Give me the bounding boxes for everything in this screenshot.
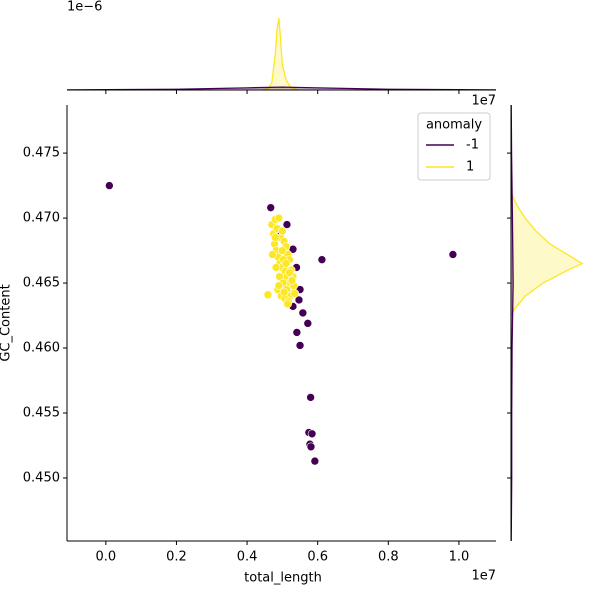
- y-tick-label: 0.460: [23, 341, 60, 356]
- scatter-point: [448, 250, 458, 259]
- right-kde: [510, 104, 514, 542]
- top-y-offset-label: 1e−6: [67, 0, 102, 15]
- scatter-point: [266, 203, 276, 212]
- scatter-point: [271, 233, 280, 242]
- scatter-point: [317, 255, 327, 264]
- x-tick-label: 0.6: [307, 550, 328, 565]
- legend-label: 1: [466, 160, 474, 175]
- right-kde-fill: [511, 192, 583, 316]
- legend-box: [417, 112, 491, 181]
- right-kde: [510, 191, 584, 316]
- x-offset-label: 1e7: [471, 569, 496, 584]
- scatter-point: [292, 328, 302, 337]
- y-tick-label: 0.475: [23, 146, 60, 161]
- x-tick-label: 1.0: [449, 550, 470, 565]
- scatter-point: [282, 220, 292, 229]
- top-kde-fill: [261, 18, 301, 90]
- scatter-point: [281, 259, 291, 268]
- scatter-point: [290, 289, 300, 298]
- scatter-point: [310, 456, 320, 466]
- top-kde-fill: [67, 87, 496, 90]
- scatter-point: [279, 287, 289, 297]
- y-tick-label: 0.455: [23, 405, 60, 420]
- scatter-point: [298, 308, 308, 318]
- scatter-point: [294, 295, 304, 305]
- scatter-point: [105, 181, 114, 190]
- scatter-point: [274, 281, 284, 290]
- x-tick-label: 0.8: [378, 550, 399, 565]
- scatter-point: [271, 263, 281, 272]
- legend-label: -1: [466, 138, 479, 153]
- scatter-point: [283, 299, 292, 309]
- scatter-point: [263, 290, 273, 300]
- scatter-point: [268, 250, 277, 259]
- top-x-offset-label: 1e7: [471, 94, 496, 109]
- x-tick-label: 0.2: [166, 550, 187, 565]
- y-axis-label: GC_Content: [0, 284, 14, 361]
- scatter-point: [275, 272, 284, 281]
- scatter-point: [278, 246, 287, 255]
- scatter-point: [278, 226, 287, 236]
- top-kde: [261, 17, 301, 91]
- legend-title: anomaly: [426, 118, 482, 133]
- x-axis-label: total_length: [244, 571, 322, 586]
- legend: anomaly -1 1: [417, 112, 491, 181]
- scatter-point: [287, 276, 297, 285]
- y-tick-label: 0.470: [23, 211, 60, 226]
- scatter-point: [303, 319, 313, 328]
- scatter-point: [306, 393, 315, 402]
- x-tick-label: 0.0: [95, 550, 116, 565]
- scatter-point: [295, 341, 305, 350]
- scatter-point: [285, 268, 294, 277]
- scatter-point: [306, 442, 316, 452]
- x-tick-label: 0.4: [237, 550, 258, 565]
- y-tick-label: 0.465: [23, 276, 60, 291]
- scatter-point: [274, 213, 284, 223]
- y-tick-label: 0.450: [23, 470, 60, 485]
- scatter-point: [307, 429, 317, 439]
